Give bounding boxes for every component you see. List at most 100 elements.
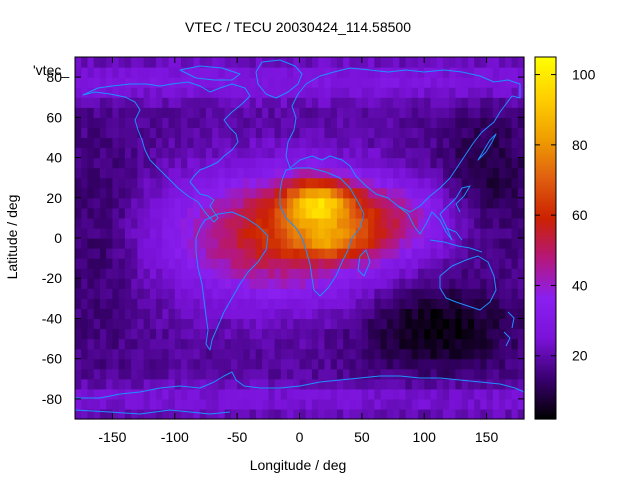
heatmap-cell <box>324 368 332 380</box>
heatmap-cell <box>417 107 425 118</box>
heatmap-cell <box>87 388 95 400</box>
heatmap-cell <box>361 338 369 350</box>
heatmap-cell <box>349 217 357 229</box>
heatmap-cell <box>455 177 463 189</box>
heatmap-cell <box>386 288 394 299</box>
heatmap-cell <box>87 167 95 179</box>
heatmap-cell <box>467 388 475 400</box>
heatmap-cell <box>262 127 269 139</box>
colorbar-swatch <box>535 241 556 244</box>
heatmap-cell <box>324 408 332 420</box>
heatmap-cell <box>224 398 232 410</box>
heatmap-cell <box>156 358 163 370</box>
heatmap-cell <box>330 408 338 420</box>
heatmap-cell <box>311 67 319 78</box>
heatmap-cell <box>287 147 294 159</box>
heatmap-cell <box>255 97 263 108</box>
heatmap-cell <box>230 137 238 149</box>
heatmap-cell <box>124 268 132 279</box>
heatmap-cell <box>355 268 363 279</box>
heatmap-cell <box>156 398 163 410</box>
heatmap-cell <box>243 248 251 259</box>
heatmap-cell <box>474 207 481 219</box>
heatmap-cell <box>124 348 132 360</box>
heatmap-cell <box>499 187 506 199</box>
heatmap-cell <box>474 258 481 269</box>
heatmap-cell <box>274 298 282 309</box>
heatmap-cell <box>224 157 232 169</box>
heatmap-cell <box>287 107 294 118</box>
heatmap-cell <box>224 77 232 88</box>
heatmap-cell <box>430 127 438 139</box>
heatmap-cell <box>417 167 425 179</box>
heatmap-cell <box>361 388 369 400</box>
heatmap-cell <box>386 177 394 189</box>
heatmap-cell <box>81 398 89 410</box>
colorbar-tick-label: 80 <box>572 137 588 153</box>
heatmap-cell <box>143 338 151 350</box>
heatmap-cell <box>287 177 294 189</box>
heatmap-cell <box>131 117 138 128</box>
colorbar-swatch <box>535 77 556 80</box>
heatmap-cell <box>330 328 338 340</box>
heatmap-cell <box>305 127 313 139</box>
heatmap-cell <box>255 207 263 219</box>
heatmap-cell <box>436 197 444 209</box>
heatmap-cell <box>467 77 475 88</box>
heatmap-cell <box>237 157 244 169</box>
heatmap-cell <box>480 358 488 370</box>
heatmap-cell <box>399 258 407 269</box>
heatmap-cell <box>249 318 257 330</box>
heatmap-cell <box>355 227 363 239</box>
heatmap-cell <box>280 388 288 400</box>
heatmap-cell <box>230 87 238 98</box>
heatmap-cell <box>505 107 513 118</box>
heatmap-cell <box>262 117 269 128</box>
heatmap-cell <box>262 358 269 370</box>
heatmap-cell <box>505 358 513 370</box>
heatmap-cell <box>480 338 488 350</box>
heatmap-cell <box>461 207 469 219</box>
heatmap-cell <box>131 187 138 199</box>
heatmap-cell <box>187 318 195 330</box>
heatmap-cell <box>492 338 500 350</box>
heatmap-cell <box>262 67 269 78</box>
heatmap-cell <box>212 258 220 269</box>
heatmap-cell <box>99 398 107 410</box>
heatmap-cell <box>131 177 138 189</box>
heatmap-cell <box>474 248 481 259</box>
heatmap-cell <box>380 338 388 350</box>
heatmap-cell <box>137 338 145 350</box>
heatmap-cell <box>162 248 170 259</box>
heatmap-cell <box>287 268 294 279</box>
heatmap-cell <box>311 258 319 269</box>
heatmap-cell <box>112 157 120 169</box>
heatmap-cell <box>112 308 120 320</box>
heatmap-cell <box>81 358 89 370</box>
heatmap-cell <box>324 328 332 340</box>
heatmap-cell <box>505 298 513 309</box>
heatmap-cell <box>374 258 382 269</box>
heatmap-cell <box>455 408 463 420</box>
heatmap-cell <box>343 137 350 149</box>
heatmap-cell <box>399 197 407 209</box>
heatmap-cell <box>467 348 475 360</box>
heatmap-cell <box>511 258 519 269</box>
heatmap-cell <box>399 238 407 249</box>
heatmap-cell <box>187 157 195 169</box>
colorbar-swatch <box>535 343 556 346</box>
heatmap-cell <box>205 358 213 370</box>
heatmap-cell <box>162 318 170 330</box>
heatmap-cell <box>255 87 263 98</box>
heatmap-cell <box>517 258 525 269</box>
heatmap-cell <box>368 167 375 179</box>
heatmap-cell <box>399 227 407 239</box>
heatmap-cell <box>505 67 513 78</box>
heatmap-cell <box>75 288 82 299</box>
heatmap-cell <box>218 348 226 360</box>
heatmap-cell <box>99 227 107 239</box>
heatmap-cell <box>174 57 182 68</box>
heatmap-cell <box>87 57 95 68</box>
heatmap-cell <box>268 338 276 350</box>
heatmap-cell <box>87 157 95 169</box>
